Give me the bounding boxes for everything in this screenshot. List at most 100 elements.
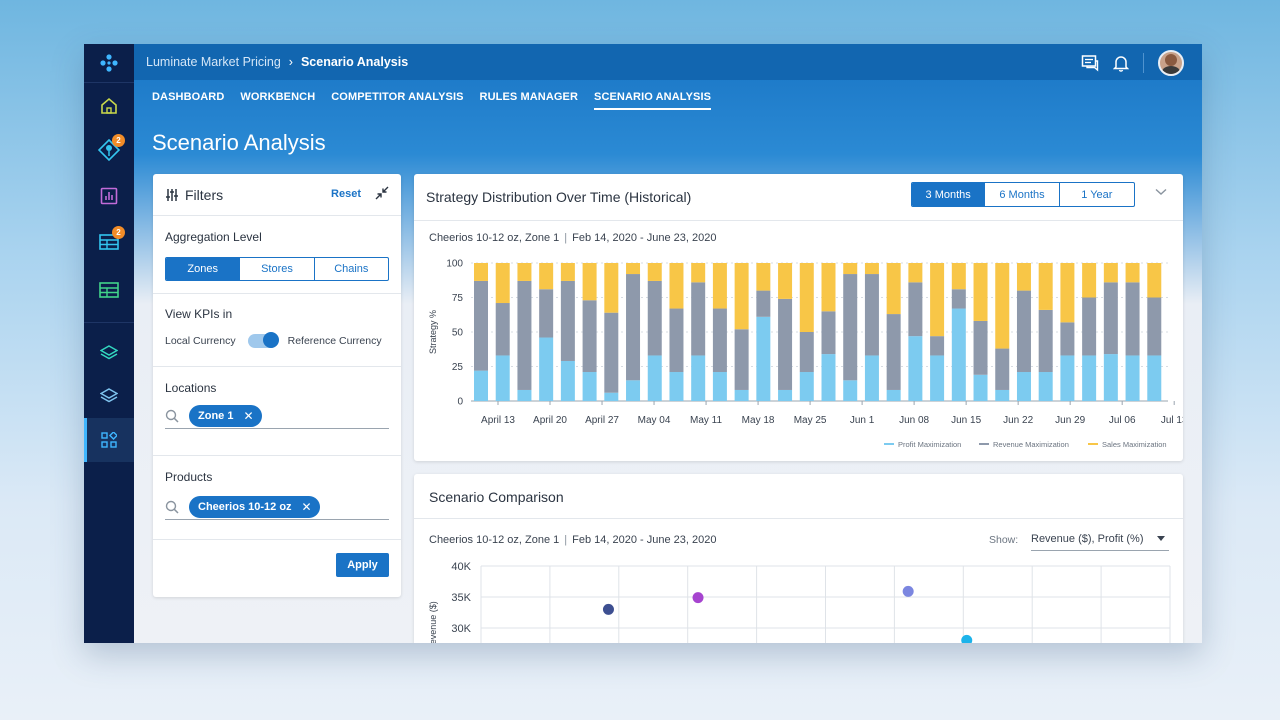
bar-segment: [582, 263, 597, 301]
bar-segment: [582, 300, 597, 373]
strategy-chart: 0 25 50 75 100 Strategy % April 13 April 20 Apri…: [428, 259, 1183, 450]
x-tick-label: Jun 15: [951, 415, 981, 426]
notification-badge: 2: [112, 226, 125, 239]
sidebar-item-reports[interactable]: [84, 174, 134, 218]
sidebar-item-rules[interactable]: [84, 268, 134, 312]
aggregation-option-chains[interactable]: Chains: [334, 263, 369, 275]
filters-panel: Filters Reset Aggregation Level Zones St…: [153, 174, 401, 597]
breadcrumb-parent[interactable]: Luminate Market Pricing: [146, 55, 281, 69]
range-3-months[interactable]: 3 Months: [912, 183, 986, 206]
tab-dashboard[interactable]: DASHBOARD: [152, 91, 225, 103]
y-tick-label: 0: [457, 397, 463, 408]
apply-button[interactable]: Apply: [336, 553, 389, 577]
kpi-select-value: Revenue ($), Profit (%): [1031, 532, 1144, 545]
bar-segment: [908, 282, 923, 337]
bar-segment: [930, 355, 945, 401]
sidebar-item-scenario[interactable]: [84, 418, 134, 462]
kpi-select[interactable]: Revenue ($), Profit (%): [1031, 527, 1169, 551]
bar-segment: [864, 274, 879, 356]
currency-switch[interactable]: [247, 332, 279, 348]
search-icon: [165, 500, 179, 514]
close-icon[interactable]: ✕: [301, 499, 312, 514]
products-section: Products Cheerios 10-12 oz ✕: [153, 456, 401, 540]
range-toggle: 3 Months 6 Months 1 Year: [911, 182, 1135, 207]
sidebar: 2 2: [84, 44, 134, 643]
location-chip-label: Zone 1: [198, 409, 234, 422]
x-tick-label: May 18: [742, 415, 775, 426]
layers-outline-icon: [100, 388, 118, 403]
bar-segment: [821, 263, 836, 312]
comparison-card: Scenario Comparison Cheerios 10-12 oz, Z…: [414, 474, 1183, 643]
bar-segment: [517, 263, 532, 281]
strategy-card: Strategy Distribution Over Time (Histori…: [414, 174, 1183, 461]
sidebar-divider: [84, 322, 134, 323]
aggregation-option-zones[interactable]: Zones: [166, 258, 241, 280]
sidebar-item-stack[interactable]: [84, 374, 134, 418]
y-tick-label: 35K: [451, 592, 471, 604]
range-6-months[interactable]: 6 Months: [985, 183, 1060, 206]
bar-segment: [778, 298, 793, 390]
bar-segment: [1082, 355, 1097, 401]
bar-segment: [1060, 355, 1075, 401]
bar-segment: [582, 372, 597, 401]
bar-segment: [995, 348, 1010, 390]
bar-segment: [756, 290, 771, 317]
bar-segment: [495, 355, 510, 401]
bar-segment: [712, 263, 727, 309]
bar-segment: [495, 303, 510, 356]
chevron-down-icon[interactable]: [1155, 188, 1167, 196]
locations-search[interactable]: Zone 1 ✕: [165, 403, 389, 429]
bar-segment: [799, 372, 814, 401]
y-axis-label: Strategy %: [428, 310, 438, 354]
bar-segment: [973, 263, 988, 321]
scatter-point: [692, 592, 704, 604]
product-chip[interactable]: Cheerios 10-12 oz ✕: [189, 495, 320, 518]
bar-segment: [821, 354, 836, 401]
bar-segment: [1125, 282, 1140, 356]
scatter-point: [961, 634, 973, 643]
bar-segment: [626, 263, 641, 275]
avatar[interactable]: [1158, 50, 1184, 76]
aggregation-option-stores[interactable]: Stores: [240, 258, 315, 280]
page-title: Scenario Analysis: [152, 130, 326, 155]
collapse-icon[interactable]: [375, 186, 389, 200]
bar-segment: [495, 263, 510, 304]
range-1-year[interactable]: 1 Year: [1081, 188, 1113, 201]
bar-segment: [1038, 309, 1053, 373]
location-chip[interactable]: Zone 1 ✕: [189, 404, 262, 427]
tab-bar: DASHBOARD WORKBENCH COMPETITOR ANALYSIS …: [134, 80, 1202, 114]
comparison-title: Scenario Comparison: [429, 489, 564, 505]
main-area: Luminate Market Pricing › Scenario Analy…: [134, 44, 1202, 643]
sidebar-item-workbench[interactable]: 2: [84, 220, 134, 264]
bar-segment: [691, 263, 706, 283]
bar-segment: [799, 332, 814, 373]
bar-segment: [1103, 263, 1118, 283]
bar-segment: [517, 280, 532, 390]
sidebar-item-home[interactable]: [84, 84, 134, 128]
sidebar-item-layers[interactable]: [84, 331, 134, 375]
tab-workbench[interactable]: WORKBENCH: [240, 91, 316, 103]
bar-segment: [995, 263, 1010, 349]
bar-segment: [756, 316, 771, 401]
y-tick-label: 50: [452, 328, 464, 339]
products-search[interactable]: Cheerios 10-12 oz ✕: [165, 494, 389, 520]
chat-icon[interactable]: [1081, 54, 1099, 72]
close-icon[interactable]: ✕: [243, 408, 254, 423]
x-tick-label: Jun 08: [899, 415, 929, 426]
card-divider: [414, 518, 1183, 519]
bar-segment: [951, 308, 966, 401]
bell-icon[interactable]: [1113, 54, 1129, 72]
reset-button[interactable]: Reset: [331, 188, 361, 200]
bar-segment: [756, 263, 771, 291]
bar-segment: [951, 263, 966, 290]
legend-label: Sales Maximization: [1102, 440, 1167, 449]
y-tick-label: 75: [452, 293, 464, 304]
tab-competitor-analysis[interactable]: COMPETITOR ANALYSIS: [331, 91, 464, 103]
tab-rules-manager[interactable]: RULES MANAGER: [479, 91, 579, 103]
bar-segment: [930, 263, 945, 337]
sidebar-item-pricing[interactable]: 2: [84, 128, 134, 172]
comparison-subinfo: Cheerios 10-12 oz, Zone 1 | Feb 14, 2020 -…: [429, 534, 717, 546]
tab-scenario-analysis[interactable]: SCENARIO ANALYSIS: [594, 85, 712, 110]
show-label: Show:: [989, 534, 1019, 546]
y-tick-label: 30K: [451, 623, 471, 635]
